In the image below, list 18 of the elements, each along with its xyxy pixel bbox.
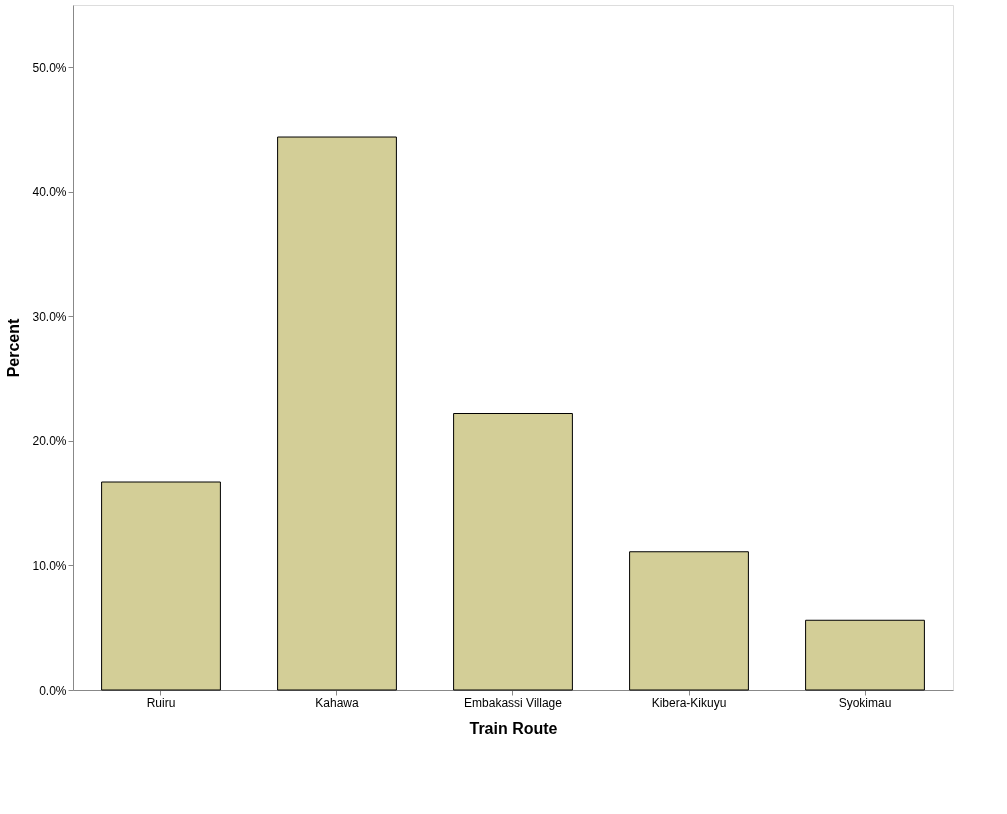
bar [277,136,397,691]
y-axis-title: Percent [5,317,23,378]
x-tick-label: Syokimau [838,695,892,710]
bar [453,413,573,691]
x-axis-title: Train Route [469,719,558,737]
y-tick-label: 20.0% [32,434,67,449]
y-tick-label: 40.0% [32,185,67,200]
y-tick-label: 10.0% [32,558,67,573]
y-tick-label: 50.0% [32,60,67,75]
x-tick-label: Kibera-Kikuyu [651,695,727,710]
y-tick-label: 0.0% [39,683,67,698]
bar [101,481,221,691]
x-tick-label: Kahawa [315,695,359,710]
x-tick-label: Ruiru [146,695,176,710]
y-tick-label: 30.0% [32,309,67,324]
bar [629,551,749,691]
bar [805,619,925,691]
x-tick-label: Embakassi Village [464,695,563,710]
